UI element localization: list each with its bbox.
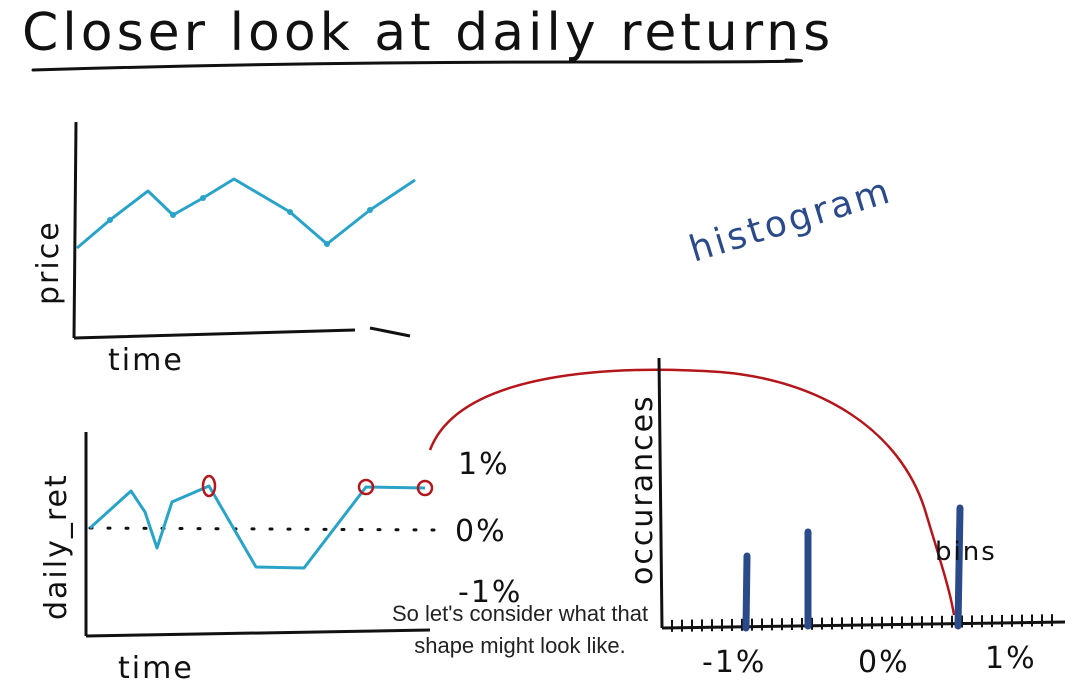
zero-level-dotted-line (88, 526, 442, 532)
histogram-bar (742, 552, 751, 632)
histogram-tick-marks (671, 614, 1053, 632)
level-1pct: 1% (458, 447, 510, 482)
histogram-bars (742, 504, 964, 632)
caption-line-1: So let's consider what that (391, 601, 649, 626)
histogram-label: histogram (685, 170, 897, 270)
histogram-ylabel: occurances (625, 394, 660, 585)
distribution-curve (428, 368, 956, 616)
caption-line-2: shape might look like. (414, 633, 626, 658)
title-underline (31, 58, 803, 72)
returns-ylabel: daily_ret (39, 473, 74, 620)
price-line (76, 177, 416, 250)
price-y-axis (72, 121, 78, 339)
highlight-circles (201, 474, 434, 498)
level-0pct: 0% (455, 514, 507, 549)
price-xlabel: time (108, 343, 184, 378)
page-title: Closer look at daily returns (22, 3, 834, 63)
returns-xlabel: time (118, 651, 194, 686)
returns-x-axis (85, 628, 431, 638)
bins-label: bins (935, 537, 997, 567)
histogram-bar (954, 504, 964, 630)
price-x-axis (73, 326, 411, 340)
price-chart: price time (31, 121, 416, 378)
histogram-y-axis (657, 357, 664, 629)
level-neg1pct: -1% (458, 575, 522, 610)
histogram-chart: occurances bins -1% 0% 1% (625, 357, 1066, 680)
video-caption: So let's consider what that shape might … (330, 598, 710, 662)
tick-label-1pct: 1% (985, 641, 1037, 676)
tick-label-0pct: 0% (858, 645, 910, 680)
price-points (107, 195, 373, 247)
returns-line (88, 484, 426, 570)
price-ylabel: price (31, 220, 66, 305)
tick-label-neg1pct: -1% (702, 645, 766, 680)
returns-chart: daily_ret time 1% 0% -1% (39, 432, 522, 686)
histogram-x-axis (661, 620, 1066, 630)
